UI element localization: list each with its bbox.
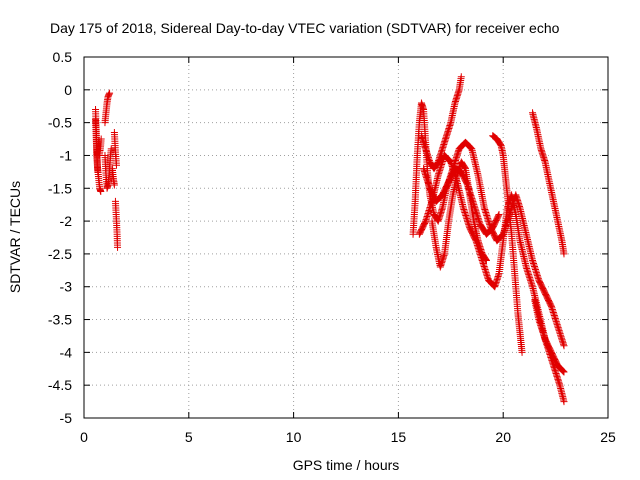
y-tick-label: -4.5 xyxy=(48,377,72,393)
plot-frame xyxy=(83,56,609,419)
y-tick-label: 0 xyxy=(64,82,72,98)
y-tick-label: -5 xyxy=(60,410,73,426)
data-point xyxy=(482,256,490,264)
data-point xyxy=(494,212,502,220)
data-point xyxy=(560,368,568,376)
x-tick-label: 10 xyxy=(286,429,302,445)
x-tick-label: 25 xyxy=(600,429,616,445)
x-tick-label: 15 xyxy=(391,429,407,445)
data-point xyxy=(467,144,475,152)
data-point xyxy=(461,164,469,172)
data-point xyxy=(560,342,568,350)
data-point xyxy=(94,168,102,176)
x-tick-label: 0 xyxy=(80,429,88,445)
data-point xyxy=(97,188,105,196)
y-tick-label: -3.5 xyxy=(48,312,72,328)
data-point xyxy=(518,348,526,356)
y-tick-label: -3 xyxy=(60,279,73,295)
data-point xyxy=(457,73,465,81)
y-tick-label: -1.5 xyxy=(48,180,72,196)
data-point xyxy=(560,398,568,406)
y-tick-label: -0.5 xyxy=(48,115,72,131)
y-tick-label: 0.5 xyxy=(53,49,73,65)
x-axis-label: GPS time / hours xyxy=(293,457,400,473)
y-tick-label: -2 xyxy=(60,213,73,229)
y-tick-label: -1 xyxy=(60,147,73,163)
axis-ticks xyxy=(83,56,609,419)
x-tick-labels: 0 5 10 15 20 25 xyxy=(80,429,616,445)
data-point xyxy=(495,211,503,219)
data-points xyxy=(92,73,568,406)
y-axis-label: SDTVAR / TECUs xyxy=(7,181,23,293)
data-point xyxy=(97,135,105,143)
x-tick-label: 5 xyxy=(185,429,193,445)
data-point xyxy=(560,250,568,258)
data-point xyxy=(110,181,118,189)
data-point xyxy=(114,243,122,251)
data-point xyxy=(107,145,115,153)
y-tick-label: -4 xyxy=(60,344,73,360)
y-tick-label: -2.5 xyxy=(48,246,72,262)
data-point xyxy=(112,161,120,169)
chart-title: Day 175 of 2018, Sidereal Day-to-day VTE… xyxy=(50,20,560,36)
grid-lines xyxy=(84,57,608,418)
y-tick-labels: 0.5 0 -0.5 -1 -1.5 -2 -2.5 -3 -3.5 -4 -4.5 -5 xyxy=(48,49,72,426)
data-point xyxy=(106,89,114,97)
data-point xyxy=(559,367,567,375)
data-point xyxy=(559,367,567,375)
x-tick-label: 20 xyxy=(495,429,511,445)
data-point xyxy=(482,256,490,264)
